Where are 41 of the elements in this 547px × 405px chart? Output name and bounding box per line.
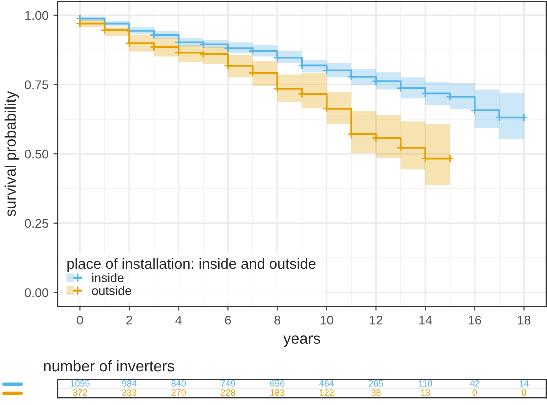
y-tick-label: 0.25 <box>25 219 48 228</box>
text: 984 <box>122 380 137 387</box>
text: 183 <box>270 390 285 396</box>
text: number of inverters <box>44 360 174 372</box>
text: 333 <box>122 390 137 396</box>
legend-label: outside <box>92 286 132 296</box>
text: 0 <box>472 390 478 396</box>
x-axis-title: years <box>284 336 320 348</box>
x-tick-label: 14 <box>420 316 432 325</box>
x-tick-label: 8 <box>274 316 280 325</box>
x-tick-label: 10 <box>320 316 334 325</box>
text: 14 <box>520 380 530 387</box>
x-tick-label: 0 <box>77 316 84 325</box>
text: 42 <box>470 380 480 387</box>
text: 13 <box>421 390 430 396</box>
x-tick-label: 2 <box>126 316 132 325</box>
legend-label: inside <box>92 273 124 282</box>
text: 38 <box>372 390 381 396</box>
text: 840 <box>172 380 186 387</box>
text: 0 <box>522 390 526 396</box>
text: 228 <box>221 390 236 396</box>
x-tick-label: 18 <box>518 316 531 325</box>
x-tick-label: 12 <box>370 316 383 325</box>
legend-title: place of installation: inside and outside <box>68 258 316 272</box>
text: 464 <box>320 380 334 387</box>
x-tick-label: 16 <box>468 316 482 325</box>
text: 1095 <box>70 380 90 387</box>
text: 265 <box>369 380 384 387</box>
y-tick-label: 0.75 <box>25 80 48 90</box>
y-axis-title: survival probability <box>4 91 20 217</box>
x-tick-label: 6 <box>225 316 232 325</box>
y-tick-label: 0.00 <box>25 288 48 298</box>
y-tick-label: 1.00 <box>26 11 48 20</box>
text: 372 <box>73 390 88 396</box>
text: 749 <box>221 380 236 387</box>
text: 270 <box>172 390 186 396</box>
x-tick-label: 4 <box>176 316 182 325</box>
text: 656 <box>270 380 285 387</box>
y-tick-label: 0.50 <box>25 150 48 159</box>
text: 110 <box>419 380 432 387</box>
text: 122 <box>320 390 334 396</box>
